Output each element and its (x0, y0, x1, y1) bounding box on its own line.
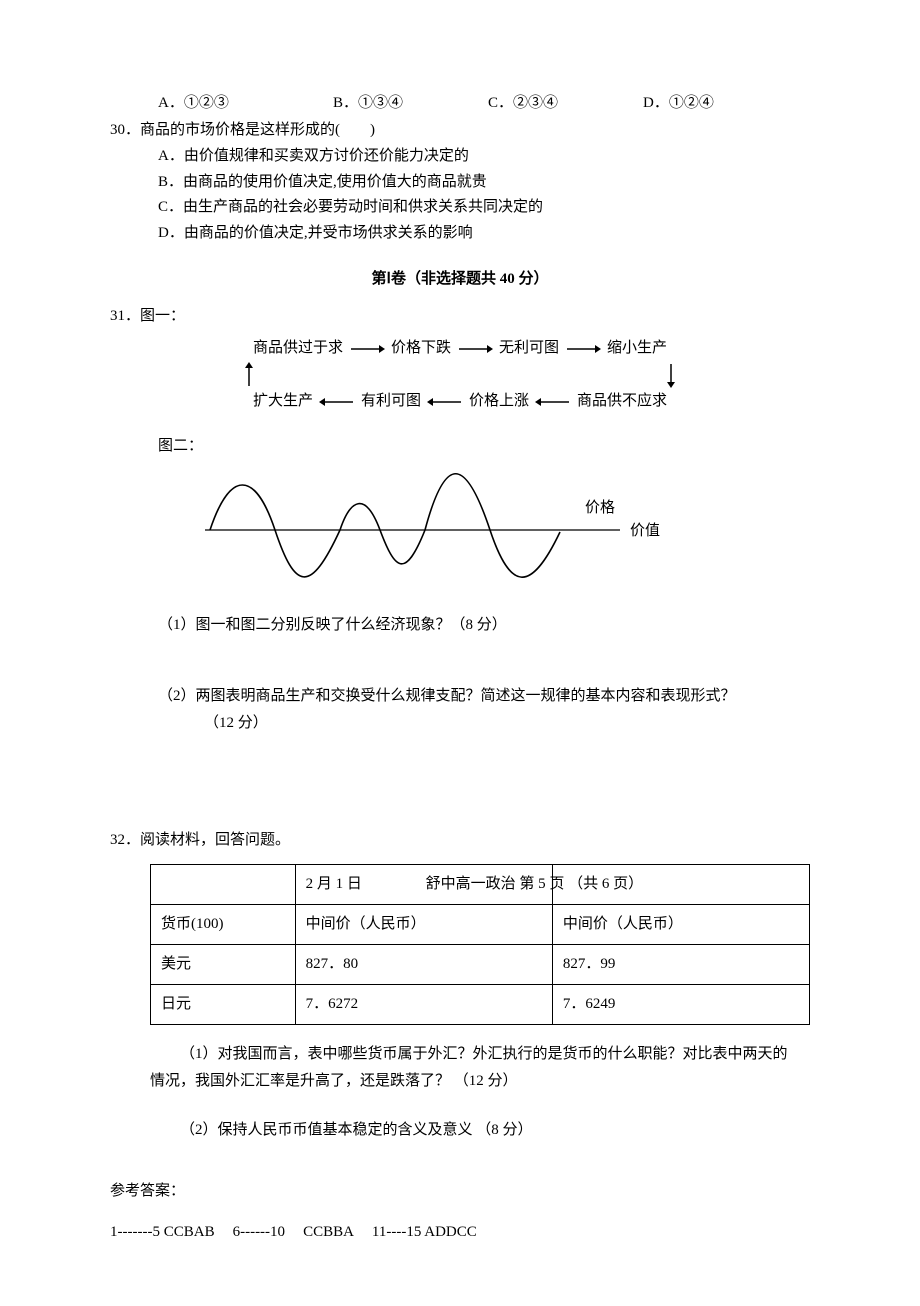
currency-table: 2 月 1 日 舒中高一政治 第 5 页 （共 6 页） 5 月 货币(100)… (150, 864, 810, 1025)
table-row: 日元 7．6272 7．6249 (151, 985, 810, 1025)
table-row: 2 月 1 日 舒中高一政治 第 5 页 （共 6 页） 5 月 (151, 865, 810, 905)
cell-r1c2: 中间价（人民币） (552, 905, 809, 945)
flow-node-6: 有利可图 (361, 388, 421, 415)
cell-r1c1: 中间价（人民币） (295, 905, 552, 945)
flow-node-4: 缩小生产 (607, 335, 667, 362)
cell-r3c2: 7．6249 (552, 985, 809, 1025)
label-price: 价格 (585, 499, 615, 516)
label-value: 价值 (630, 522, 660, 539)
cell-r0c1-text: 2 月 1 日 (306, 876, 362, 892)
cell-r2c0: 美元 (151, 945, 296, 985)
arrow-right-icon (457, 343, 493, 355)
arrow-right-icon (565, 343, 601, 355)
arrow-right-icon (349, 343, 385, 355)
arrow-up-icon (243, 362, 255, 388)
ans-seg-4: 11----15 ADDCC (372, 1219, 477, 1246)
q29-choice-c: C．②③④ (488, 90, 643, 117)
ans-seg-3: CCBBA (303, 1219, 354, 1246)
q31-label: 31．图一： (110, 303, 810, 330)
flow-node-8: 商品供不应求 (577, 388, 667, 415)
q29-choice-a: A．①②③ (158, 90, 333, 117)
q31-sub1: （1）图一和图二分别反映了什么经济现象？（8 分） (110, 612, 810, 639)
arrow-left-icon (319, 396, 355, 408)
q30-opt-d: D．由商品的价值决定,并受市场供求关系的影响 (158, 221, 810, 247)
page-footer-overlay: 舒中高一政治 第 5 页 （共 6 页） (426, 871, 644, 898)
arrow-down-icon (665, 362, 677, 388)
q30-stem: 30．商品的市场价格是这样形成的( ) (110, 117, 810, 144)
flow-top-row: 商品供过于求 价格下跌 无利可图 缩小生产 (110, 335, 810, 362)
q31-sub2-l2: （12 分） (110, 710, 810, 737)
flow-node-1: 商品供过于求 (253, 335, 343, 362)
flow-bottom-row: 扩大生产 有利可图 价格上涨 商品供不应求 (110, 388, 810, 415)
q31-fig2-label: 图二： (110, 433, 810, 460)
ans-seg-2: 6------10 (233, 1219, 285, 1246)
q30-opt-c: C．由生产商品的社会必要劳动时间和供求关系共同决定的 (158, 195, 810, 221)
cell-r3c0: 日元 (151, 985, 296, 1025)
table-row: 美元 827．80 827．99 (151, 945, 810, 985)
flow-node-5: 扩大生产 (253, 388, 313, 415)
q29-choices: A．①②③ B．①③④ C．②③④ D．①②④ (110, 90, 810, 117)
cell-r3c1: 7．6272 (295, 985, 552, 1025)
q32-sub2: （2）保持人民币币值基本稳定的含义及意义 （8 分） (150, 1117, 790, 1144)
table-row: 货币(100) 中间价（人民币） 中间价（人民币） (151, 905, 810, 945)
cell-r0c1: 2 月 1 日 舒中高一政治 第 5 页 （共 6 页） (295, 865, 552, 905)
wave-chart: 价格 价值 (200, 460, 680, 590)
q30-options: A．由价值规律和买卖双方讨价还价能力决定的 B．由商品的使用价值决定,使用价值大… (110, 144, 810, 246)
wave-path (210, 474, 560, 577)
arrow-left-icon (535, 396, 571, 408)
cell-r2c2: 827．99 (552, 945, 809, 985)
section-title: 第Ⅰ卷（非选择题共 40 分） (110, 266, 810, 293)
wave-svg: 价格 价值 (200, 460, 680, 590)
q30-opt-a: A．由价值规律和买卖双方讨价还价能力决定的 (158, 144, 810, 170)
q32-stem: 32．阅读材料，回答问题。 (110, 827, 810, 854)
cell-r0c0 (151, 865, 296, 905)
arrow-left-icon (427, 396, 463, 408)
cell-r1c0: 货币(100) (151, 905, 296, 945)
q29-choice-d: D．①②④ (643, 90, 763, 117)
flow-node-2: 价格下跌 (391, 335, 451, 362)
q31-sub2-l1: （2）两图表明商品生产和交换受什么规律支配？简述这一规律的基本内容和表现形式？ (110, 683, 810, 710)
q30-opt-b: B．由商品的使用价值决定,使用价值大的商品就贵 (158, 170, 810, 196)
q29-choice-b: B．①③④ (333, 90, 488, 117)
answers-keys: 1-------5 CCBAB 6------10 CCBBA 11----15… (110, 1219, 810, 1246)
q32-sub1: （1）对我国而言，表中哪些货币属于外汇？外汇执行的是货币的什么职能？对比表中两天… (150, 1041, 790, 1095)
answers-title: 参考答案： (110, 1178, 810, 1205)
flow-vertical-arrows (225, 362, 695, 388)
flowchart-fig1: 商品供过于求 价格下跌 无利可图 缩小生产 扩大生产 有利可图 价格上涨 商品供… (110, 335, 810, 415)
ans-seg-1: 1-------5 CCBAB (110, 1219, 215, 1246)
flow-node-3: 无利可图 (499, 335, 559, 362)
cell-r2c1: 827．80 (295, 945, 552, 985)
flow-node-7: 价格上涨 (469, 388, 529, 415)
